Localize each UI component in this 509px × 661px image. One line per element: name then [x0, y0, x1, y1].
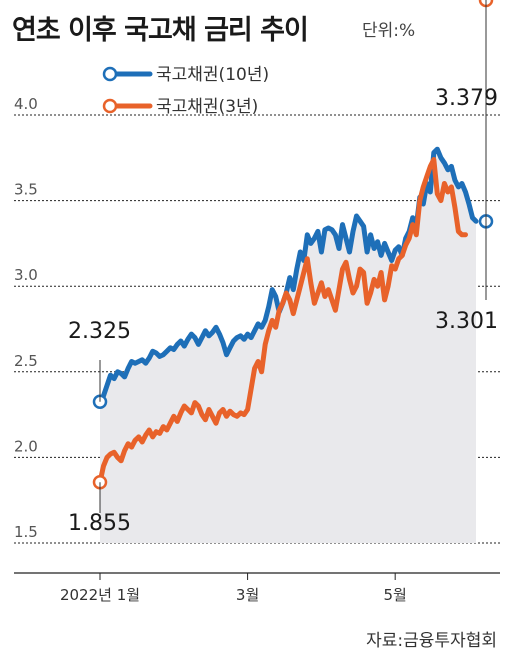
series-line-10y [97, 146, 479, 405]
y-tick-label: 3.5 [14, 181, 38, 199]
series-line-3y [97, 157, 468, 485]
area-fill-10y [100, 149, 476, 543]
legend: 국고채권(10년) 국고채권(3년) [102, 65, 269, 117]
y-tick-label: 2.5 [14, 352, 38, 370]
x-tick-label: 3월 [236, 586, 259, 604]
label-3y-start: 1.855 [68, 511, 131, 536]
legend-label-10y: 국고채권(10년) [156, 65, 269, 85]
legend-marker-3y [102, 98, 118, 114]
source-label: 자료:금융투자협회 [366, 631, 497, 651]
area-layer [100, 149, 476, 543]
label-10y-end: 3.379 [435, 86, 498, 111]
label-3y-end: 3.301 [435, 309, 498, 334]
unit-label: 단위:% [362, 21, 416, 41]
y-tick-label: 2.0 [14, 437, 38, 455]
x-tick-label: 2022년 1월 [60, 586, 140, 604]
x-tick-label: 5월 [384, 586, 407, 604]
legend-marker-10y [102, 66, 118, 82]
y-tick-label: 3.0 [14, 266, 38, 284]
y-tick-label: 1.5 [14, 523, 38, 541]
series-layer [92, 0, 494, 490]
y-tick-label: 4.0 [14, 95, 38, 113]
legend-label-3y: 국고채권(3년) [156, 97, 258, 117]
chart-title: 연초 이후 국고채 금리 추이 [12, 15, 309, 46]
annotation-layer: 2.325 1.855 3.379 3.301 [68, 0, 498, 536]
label-10y-start: 2.325 [68, 319, 131, 344]
